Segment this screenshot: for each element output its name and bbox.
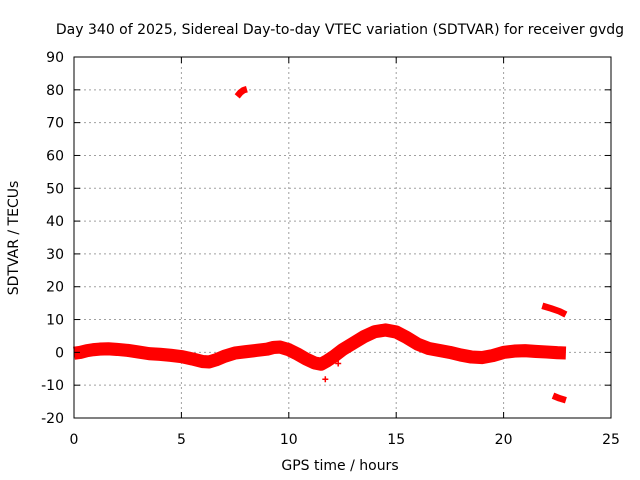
y-tick-label: 50	[46, 181, 64, 197]
y-tick-label: 90	[46, 50, 64, 66]
x-axis-label: GPS time / hours	[281, 458, 398, 474]
chart-title: Day 340 of 2025, Sidereal Day-to-day VTE…	[56, 22, 624, 38]
series-main-trace	[73, 323, 567, 371]
y-tick-label: 0	[55, 345, 64, 361]
y-tick-label: -10	[41, 378, 64, 394]
grid-lines	[74, 57, 611, 418]
y-tick-label: 70	[46, 116, 64, 132]
y-tick-label: 20	[46, 280, 64, 296]
y-axis-label: SDTVAR / TECUs	[6, 181, 22, 296]
plot-frame	[73, 56, 612, 419]
y-tick-label: 80	[46, 83, 64, 99]
y-tick-label: 40	[46, 214, 64, 230]
data-series	[73, 86, 568, 404]
y-tick-label: 10	[46, 313, 64, 329]
y-tick-label: 30	[46, 247, 64, 263]
x-tick-label: 25	[602, 432, 620, 448]
outlier-point	[322, 376, 329, 383]
x-tick-label: 0	[70, 432, 79, 448]
series-arc-2	[541, 302, 568, 318]
series-arc-1	[234, 86, 248, 99]
series-arc-3	[551, 392, 567, 404]
x-tick-label: 5	[177, 432, 186, 448]
tick-labels: -20 -10 0 10 20 30 40 50 60 70 80 90 0 5 10 15 20 25	[41, 50, 620, 448]
x-tick-label: 20	[495, 432, 513, 448]
outlier-point	[335, 360, 342, 367]
x-tick-label: 10	[280, 432, 298, 448]
y-tick-label: -20	[41, 411, 64, 427]
outlier-point	[88, 343, 95, 350]
axis-ticks	[73, 56, 612, 419]
x-tick-label: 15	[387, 432, 405, 448]
y-tick-label: 60	[46, 148, 64, 164]
outlier-point	[266, 343, 273, 350]
